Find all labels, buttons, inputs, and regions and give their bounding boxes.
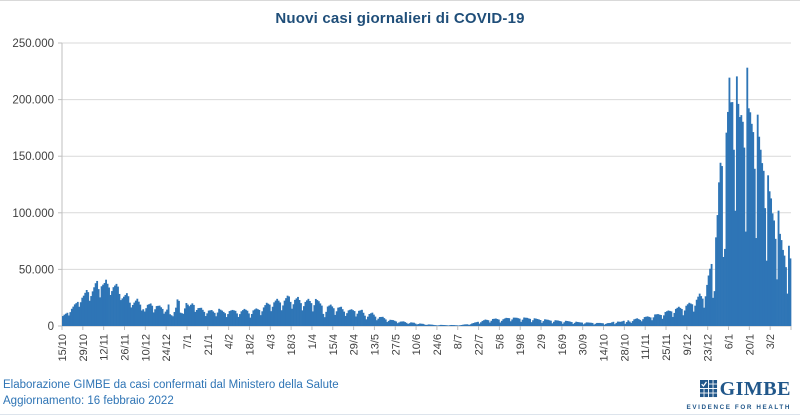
svg-text:18/2: 18/2: [245, 334, 257, 355]
svg-text:4/2: 4/2: [224, 334, 236, 349]
svg-text:9/12: 9/12: [682, 334, 694, 355]
update-note: Aggiornamento: 16 febbraio 2022: [3, 394, 174, 407]
svg-text:27/5: 27/5: [390, 334, 402, 355]
svg-text:7/1: 7/1: [182, 334, 194, 349]
svg-text:0: 0: [48, 321, 54, 333]
logo-name: GIMBE: [719, 378, 791, 400]
svg-text:100.000: 100.000: [12, 208, 54, 220]
svg-text:18/3: 18/3: [286, 334, 298, 355]
svg-text:8/7: 8/7: [453, 334, 465, 349]
chart-title: Nuovi casi giornalieri di COVID-19: [275, 10, 525, 27]
svg-text:22/7: 22/7: [474, 334, 486, 355]
svg-text:250.000: 250.000: [12, 38, 54, 50]
svg-text:24/6: 24/6: [432, 334, 444, 355]
svg-text:19/8: 19/8: [515, 334, 527, 355]
svg-text:13/5: 13/5: [369, 334, 381, 355]
svg-text:11/11: 11/11: [640, 334, 652, 360]
chart-plot-area: 0 50.000 100.000 150.000 200.000 250.000 15/10…: [12, 38, 792, 362]
svg-text:50.000: 50.000: [19, 264, 54, 276]
svg-text:21/1: 21/1: [203, 334, 215, 355]
source-note: Elaborazione GIMBE da casi confermati da…: [3, 379, 339, 391]
svg-text:200.000: 200.000: [12, 95, 54, 107]
svg-text:15/10: 15/10: [57, 334, 69, 362]
svg-text:26/11: 26/11: [120, 334, 132, 361]
svg-text:16/9: 16/9: [557, 334, 569, 355]
svg-text:5/8: 5/8: [494, 334, 506, 349]
logo-tagline: EVIDENCE FOR HEALTH: [686, 404, 791, 411]
gimbe-logo: GIMBE EVIDENCE FOR HEALTH: [686, 378, 791, 411]
mosaic-check-icon: [699, 380, 718, 403]
svg-text:15/4: 15/4: [328, 334, 340, 355]
svg-text:12/11: 12/11: [99, 334, 111, 361]
svg-text:3/2: 3/2: [765, 334, 777, 349]
svg-text:6/1: 6/1: [724, 334, 736, 349]
svg-text:150.000: 150.000: [12, 151, 54, 163]
svg-text:25/11: 25/11: [661, 334, 673, 361]
chart-footer: Elaborazione GIMBE da casi confermati da…: [3, 378, 339, 410]
svg-text:24/12: 24/12: [161, 334, 173, 362]
svg-text:28/10: 28/10: [619, 334, 631, 362]
svg-text:20/1: 20/1: [744, 334, 756, 355]
svg-text:30/9: 30/9: [578, 334, 590, 355]
svg-text:14/10: 14/10: [599, 334, 611, 362]
svg-text:10/6: 10/6: [411, 334, 423, 355]
svg-text:29/4: 29/4: [349, 334, 361, 355]
svg-text:1/4: 1/4: [307, 334, 319, 349]
svg-text:2/9: 2/9: [536, 334, 548, 349]
svg-text:23/12: 23/12: [703, 334, 715, 362]
svg-text:10/12: 10/12: [140, 334, 152, 362]
svg-text:29/10: 29/10: [78, 334, 90, 362]
svg-text:4/3: 4/3: [265, 334, 277, 349]
